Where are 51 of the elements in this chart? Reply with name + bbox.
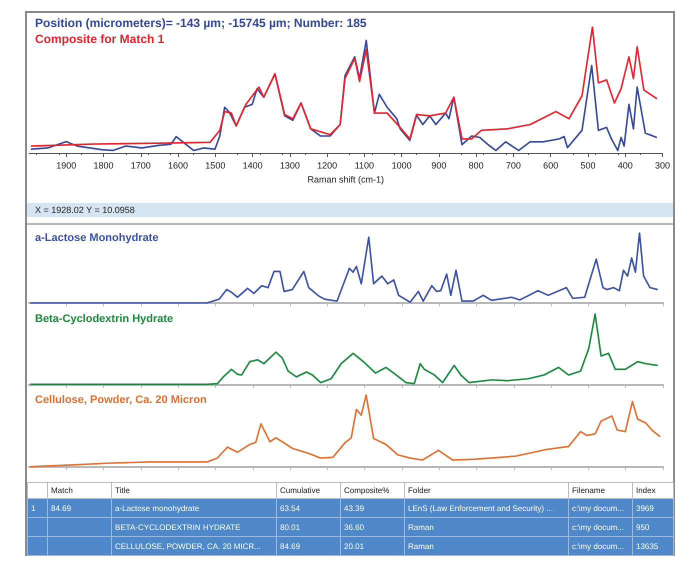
text: Raman <box>404 536 568 556</box>
text: a-Lactose Monohydrate <box>35 232 158 244</box>
text: 84.69 <box>276 536 340 556</box>
x-tick-label: 800 <box>468 160 484 170</box>
text: 80.01 <box>276 518 340 536</box>
text: 43.39 <box>340 498 404 518</box>
x-tick-label: 400 <box>618 160 633 170</box>
text: CELLULOSE, POWDER, CA. 20 MICR... <box>112 536 276 556</box>
text: Raman <box>404 518 568 536</box>
category-label: Title <box>112 482 276 498</box>
x-tick-label: 1100 <box>354 160 374 170</box>
text: c:\my docum... <box>568 498 632 518</box>
x-tick-label: 300 <box>654 160 670 170</box>
text: 20.01 <box>340 536 404 556</box>
category-label: Composite% <box>340 482 404 498</box>
category-label: Cumulative <box>276 482 340 498</box>
x-tick-label: 500 <box>580 160 596 170</box>
text: 3969 <box>632 498 674 518</box>
category-label: Filename <box>568 482 632 498</box>
text: 63.54 <box>276 498 340 518</box>
text: 1 <box>28 498 48 518</box>
text: BETA-CYCLODEXTRIN HYDRATE <box>112 518 276 536</box>
x-tick-label: 600 <box>543 160 558 170</box>
text: c:\my docum... <box>568 518 632 536</box>
category-label: Index <box>632 482 674 498</box>
text: 84.69 <box>48 498 112 518</box>
category-label: Match <box>48 482 112 498</box>
text: 13635 <box>632 536 674 556</box>
x-tick-label: 1400 <box>242 160 263 170</box>
text: Composite for Match 1 <box>35 32 165 46</box>
text: LEnS (Law Enforcement and Security) ... <box>404 498 568 518</box>
x-tick-label: 1500 <box>205 160 226 170</box>
x-tick-label: 1200 <box>317 160 338 170</box>
x-tick-label: 1800 <box>94 160 114 170</box>
x-tick-label: 1900 <box>56 160 76 170</box>
series-label: Position (micrometers)= -143 µm; -15745 µm; Number: 185 <box>35 16 367 30</box>
text: 950 <box>632 518 674 536</box>
category-label: Folder <box>404 482 568 498</box>
x-tick-label: 900 <box>431 160 446 170</box>
text: a-Lactose monohydrate <box>112 498 276 518</box>
text: 36.60 <box>340 518 404 536</box>
x-tick-label: 700 <box>506 160 521 170</box>
text: Cellulose, Powder, Ca. 20 Micron <box>35 394 208 406</box>
x-tick-label: 1600 <box>168 160 188 170</box>
text: c:\my docum... <box>568 536 632 556</box>
x-tick-label: 1000 <box>392 160 412 170</box>
x-tick-label: 1700 <box>130 160 151 170</box>
x-axis-title: Raman shift (cm-1) <box>307 174 384 184</box>
x-tick-label: 1300 <box>280 160 300 170</box>
text: Beta-Cyclodextrin Hydrate <box>35 313 174 325</box>
text: X = 1928.02 Y = 10.0958 <box>27 203 673 217</box>
